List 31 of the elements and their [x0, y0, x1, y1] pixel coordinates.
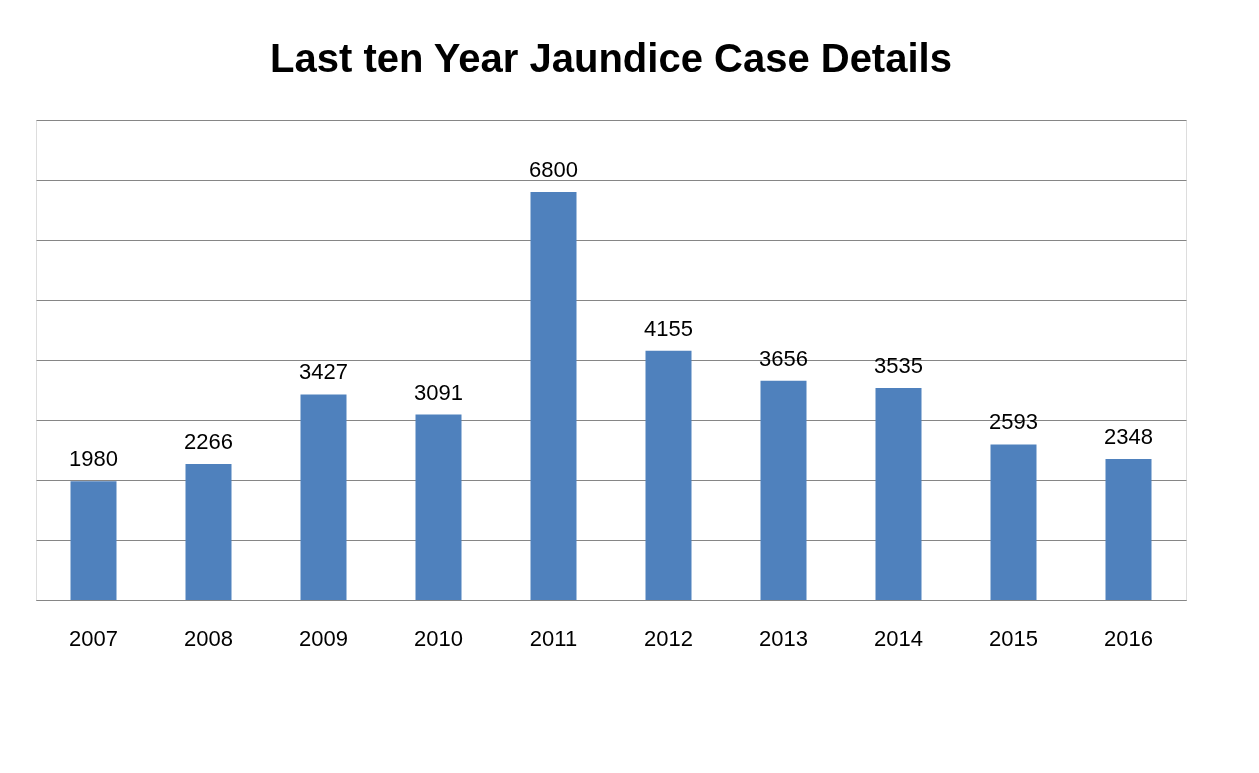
data-label: 3427: [299, 359, 348, 385]
x-tick-label: 2008: [184, 625, 233, 651]
bar: [530, 192, 577, 600]
data-label: 2593: [989, 409, 1038, 435]
data-label: 3091: [414, 379, 463, 405]
data-label: 3656: [759, 345, 808, 371]
bar: [990, 444, 1037, 600]
x-tick-label: 2010: [414, 625, 463, 651]
x-tick-label: 2009: [299, 625, 348, 651]
bar: [70, 481, 117, 600]
data-label: 6800: [529, 157, 578, 182]
x-tick-label: 2011: [529, 625, 578, 651]
bar: [1105, 459, 1152, 600]
bar: [300, 394, 347, 600]
chart-title: Last ten Year Jaundice Case Details: [270, 36, 952, 80]
bar: [875, 387, 922, 600]
data-label: 2266: [184, 429, 233, 455]
x-tick-label: 2015: [989, 625, 1038, 651]
data-label: 3535: [874, 352, 923, 378]
bar: [185, 464, 232, 600]
data-label: 1980: [69, 446, 118, 472]
bar: [645, 350, 692, 600]
data-label: 2348: [1104, 424, 1153, 450]
bar: [760, 380, 807, 600]
data-label: 4155: [644, 315, 693, 341]
x-tick-label: 2016: [1104, 625, 1153, 651]
x-tick-label: 2007: [69, 625, 118, 651]
x-tick-label: 2014: [874, 625, 923, 651]
x-tick-label: 2013: [759, 625, 808, 651]
bar: [415, 414, 462, 600]
x-tick-label: 2012: [644, 625, 693, 651]
